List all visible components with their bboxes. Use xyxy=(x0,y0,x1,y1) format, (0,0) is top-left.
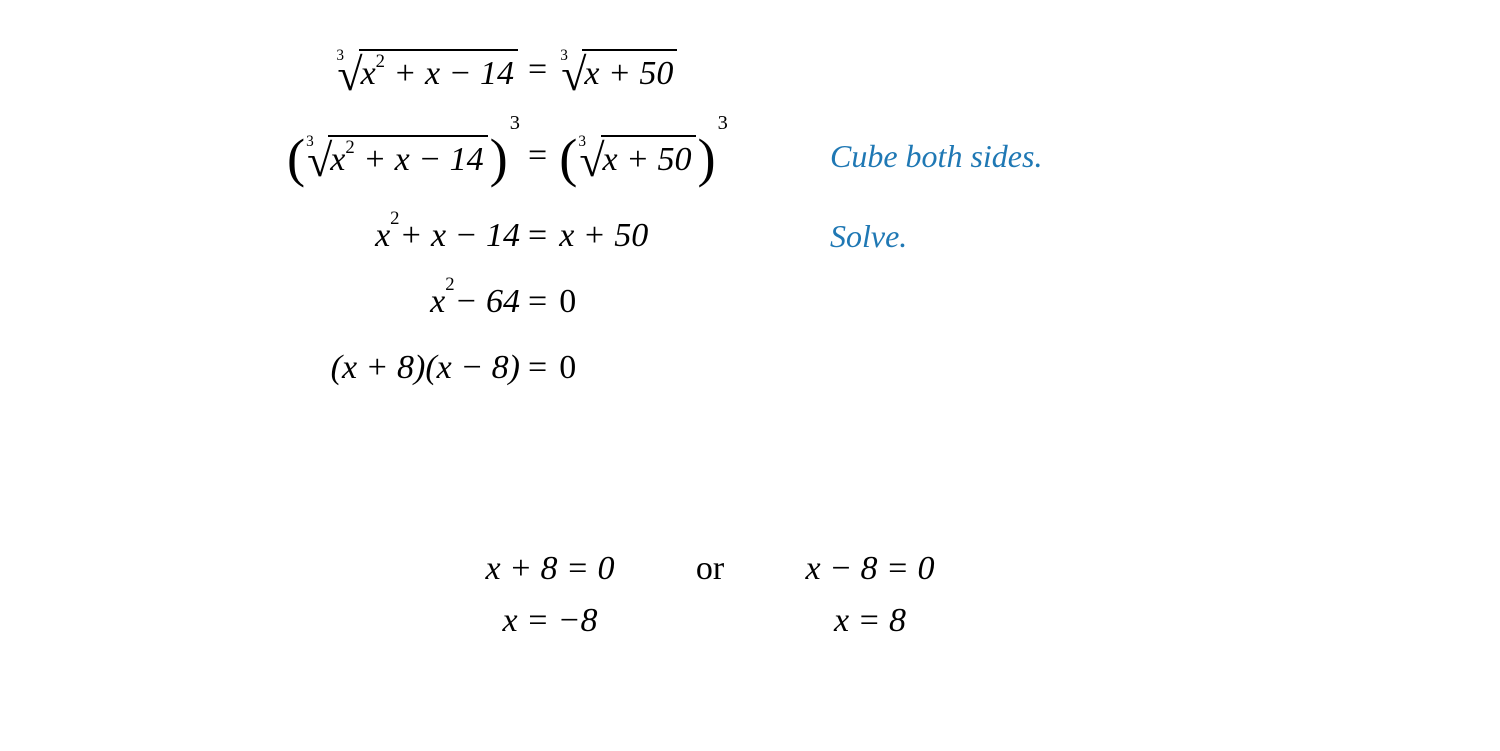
solution-left: x = −8 xyxy=(440,602,660,640)
step-1: 3 √ x2 + x − 14 = 3 √ x xyxy=(230,30,1330,110)
case-left-eq: x + 8 = 0 xyxy=(440,550,660,588)
rhs-4: 0 xyxy=(559,283,576,321)
outer-exponent-rhs: 3 xyxy=(718,112,728,135)
page: 3 √ x2 + x − 14 = 3 √ x xyxy=(0,0,1500,751)
outer-exponent-lhs: 3 xyxy=(510,112,520,135)
step-3-note: Solve. xyxy=(790,218,1330,255)
open-paren: ( xyxy=(287,127,305,189)
solution-right: x = 8 xyxy=(760,602,980,640)
close-paren: ) xyxy=(490,127,508,189)
factor-a: (x + 8) xyxy=(331,349,426,387)
step-3: x2 + x − 14 = x + 50 Solve. xyxy=(230,206,1330,266)
rhs-3: x + 50 xyxy=(559,217,648,255)
equals-sign: = xyxy=(528,51,547,89)
step-5: (x + 8)(x − 8) = 0 xyxy=(230,338,1330,398)
worked-steps: 3 √ x2 + x − 14 = 3 √ x xyxy=(230,30,1330,404)
factor-b: (x − 8) xyxy=(425,349,520,387)
rhs-5: 0 xyxy=(559,349,576,387)
solution-cases: x + 8 = 0 or x − 8 = 0 x = −8 x = 8 xyxy=(360,550,1060,654)
radicand-rhs: x + 50 xyxy=(582,49,677,91)
step-2-note: Cube both sides. xyxy=(790,138,1330,175)
cube-root-rhs: 3 √ x + 50 xyxy=(561,49,677,91)
case-equations: x + 8 = 0 or x − 8 = 0 xyxy=(360,550,1060,588)
cube-root-lhs: 3 √ x2 + x − 14 xyxy=(337,49,518,91)
or-label: or xyxy=(660,550,760,588)
step-2: ( 3 √ x2 + x − 14 ) 3 = ( xyxy=(230,116,1330,196)
case-right-eq: x − 8 = 0 xyxy=(760,550,980,588)
cube-root-rhs-2: 3 √ x + 50 xyxy=(579,135,695,177)
cube-root-lhs-2: 3 √ x2 + x − 14 xyxy=(307,135,488,177)
radical-sign: √ xyxy=(337,54,362,95)
case-solutions: x = −8 x = 8 xyxy=(360,602,1060,640)
step-4: x2 − 64 = 0 xyxy=(230,272,1330,332)
radicand-lhs: x2 + x − 14 xyxy=(359,49,518,91)
